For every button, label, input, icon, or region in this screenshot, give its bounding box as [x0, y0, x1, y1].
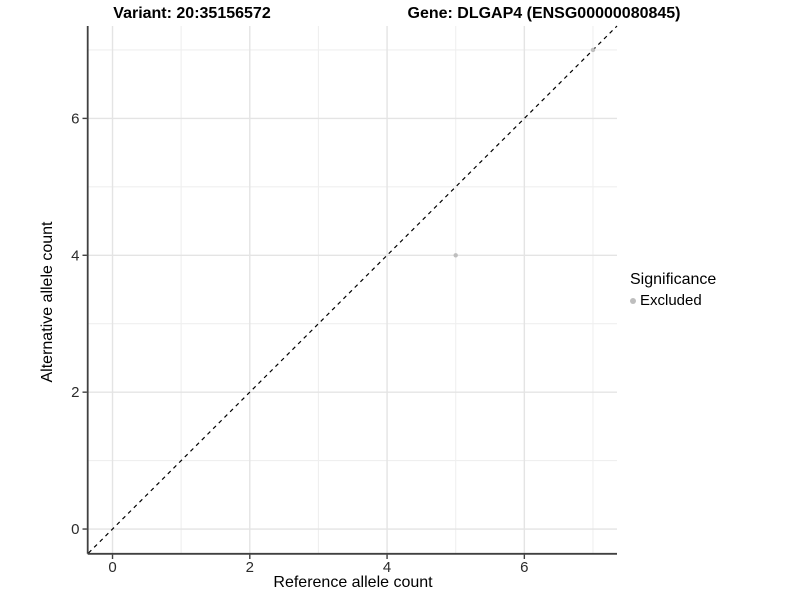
x-tick-label: 2	[246, 559, 254, 576]
y-tick-label: 6	[71, 110, 79, 127]
plot-title-gene: Gene: DLGAP4 (ENSG00000080845)	[407, 5, 681, 22]
x-tick-label: 6	[520, 559, 528, 576]
legend-item-label: Excluded	[640, 292, 702, 309]
y-axis-title: Alternative allele count	[39, 221, 56, 383]
y-tick-label: 0	[71, 521, 79, 538]
legend-item-excluded: Excluded	[630, 292, 716, 309]
y-tick-label: 4	[71, 247, 79, 264]
legend-title: Significance	[630, 271, 717, 288]
data-point	[453, 253, 458, 258]
plot-title-variant: Variant: 20:35156572	[113, 5, 271, 22]
y-tick-label: 2	[71, 384, 79, 401]
legend-point-icon	[630, 297, 636, 304]
data-point	[590, 47, 596, 53]
identity-line	[88, 25, 618, 554]
x-tick-label: 0	[108, 559, 116, 576]
legend: Significance Excluded	[630, 271, 716, 309]
x-axis-title: Reference allele count	[273, 574, 433, 591]
x-tick-label: 4	[383, 559, 391, 576]
